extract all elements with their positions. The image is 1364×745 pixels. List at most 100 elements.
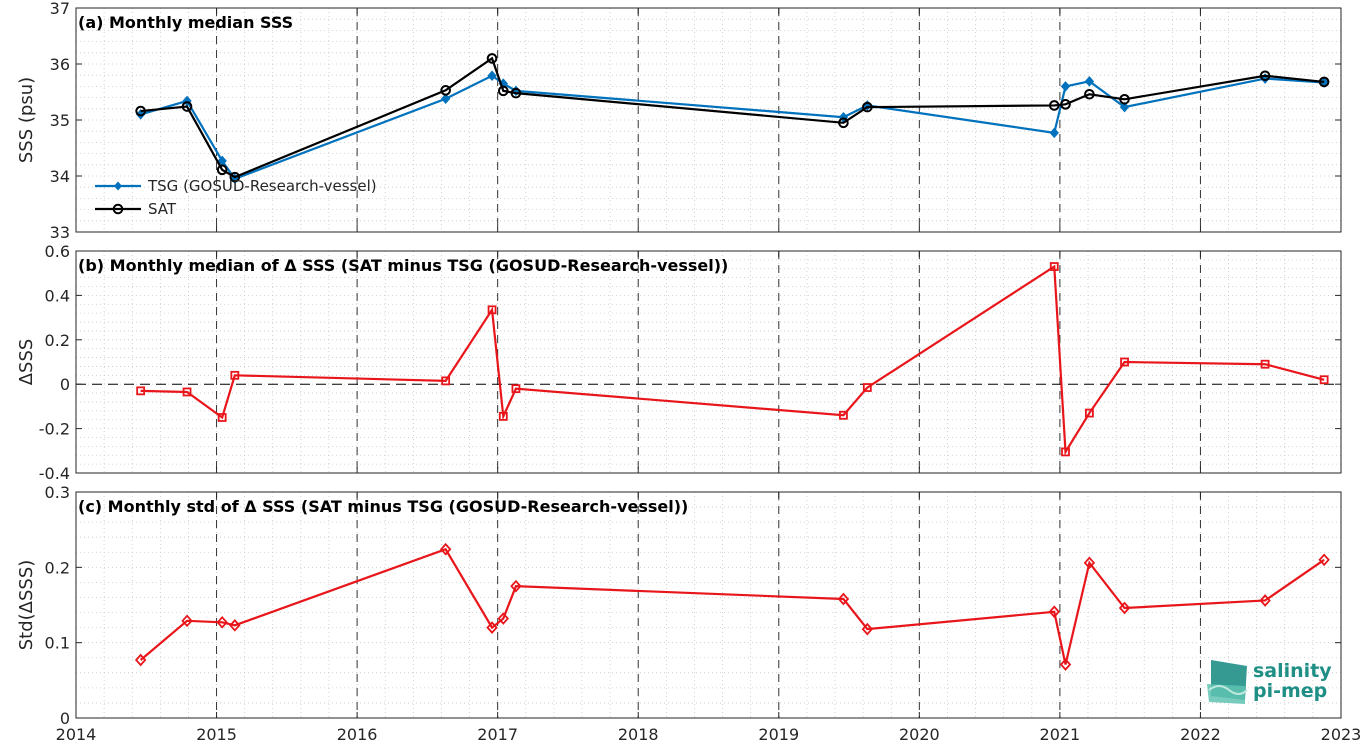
data-point [1259,70,1271,82]
data-point [230,370,240,380]
panel-title: (b) Monthly median of Δ SSS (SAT minus T… [78,256,728,275]
y-tick-label: 0 [60,375,70,394]
data-point [1084,88,1095,100]
data-point [510,579,522,593]
data-point [1049,127,1059,139]
y-axis-label: Std(ΔSSS) [16,560,37,651]
legend-label: SAT [148,200,177,218]
data-point [861,622,874,636]
data-point [439,542,452,556]
x-tick-label: 2018 [618,725,659,744]
data-point [839,410,848,420]
legend-marker [114,181,122,191]
data-point [487,305,497,315]
data-point [440,93,451,104]
data-point [229,171,241,183]
series-tsg-gosud-research-vessel- [135,70,1329,185]
y-tick-label: 33 [50,223,70,242]
data-point [134,653,147,667]
data-point [486,621,498,634]
data-point [1259,594,1271,607]
data-point [497,85,509,97]
data-point [440,85,451,96]
y-tick-label: 0.3 [45,483,70,502]
data-point [1318,553,1330,567]
logo-text-salinity: salinity [1253,660,1332,682]
data-point [1048,605,1060,619]
data-point [1083,556,1096,570]
y-axis-label: SSS (psu) [16,77,37,163]
data-point [862,383,872,392]
data-point [1120,357,1129,367]
y-tick-label: 36 [50,55,70,74]
x-tick-label: 2021 [1040,725,1081,744]
panel-c: 0 0.1 0.2 0.3 2014 2015 2016 2017 2018 2019 2020 20… [16,483,1361,744]
legend-marker [112,203,124,215]
data-point [862,101,873,113]
logo-text-pi-mep: pi-mep [1253,680,1327,702]
data-point [1059,658,1072,671]
data-point [498,411,508,421]
x-tick-label: 2022 [1180,725,1221,744]
data-point [497,612,509,625]
data-point [486,53,498,64]
data-point [1085,408,1094,418]
data-point [1061,447,1070,457]
series-line [140,56,1325,179]
x-tick-label: 2020 [899,725,940,744]
data-point [1319,375,1329,385]
series-line [139,547,1325,665]
data-point [182,387,192,397]
panel-b: -0.4 -0.2 0 0.2 0.4 0.6 ΔSSS (b) Monthly median… [16,242,1342,483]
y-tick-label: 37 [50,0,70,18]
y-tick-label: 0.4 [45,286,70,305]
data-point [216,615,228,629]
data-point [837,592,850,606]
axes-box [75,250,1342,474]
y-tick-label: -0.2 [39,420,70,439]
data-point [1048,100,1060,111]
legend-label: TSG (GOSUD-Research-vessel) [147,177,377,195]
panel-title: (a) Monthly median SSS [78,13,293,32]
series-sat [135,53,1330,183]
data-point [511,384,521,394]
series-delta-1 [136,262,1329,457]
y-tick-label: 35 [50,111,70,130]
x-tick-label: 2014 [56,725,97,744]
y-tick-label: 0 [60,709,70,728]
data-point [487,70,497,82]
data-point [1049,262,1059,271]
y-axis-label: ΔSSS [16,339,37,386]
x-tick-label: 2019 [758,725,799,744]
data-point [216,164,228,176]
data-point [1318,76,1330,88]
data-point [1060,81,1071,92]
data-point [1260,359,1270,369]
y-tick-label: 0.6 [45,242,70,261]
data-point [1060,99,1071,110]
data-point [838,117,849,129]
series-line [140,74,1325,181]
data-point [181,614,193,628]
y-tick-label: 0.2 [45,558,70,577]
data-point [441,376,451,386]
y-tick-label: -0.4 [39,464,70,483]
panel-title: (c) Monthly std of Δ SSS (SAT minus TSG … [78,497,688,516]
legend: TSG (GOSUD-Research-vessel) SAT [95,177,377,218]
y-tick-label: 34 [50,167,70,186]
x-tick-label: 2023 [1321,725,1362,744]
series-line [140,264,1325,456]
data-point [510,87,522,99]
y-tick-label: 0.1 [45,634,70,653]
data-point [181,101,193,112]
data-point [229,618,241,632]
data-point [1084,76,1095,87]
data-point [1118,601,1131,615]
data-point [136,386,146,396]
panel-a: 33 34 35 36 37 SSS (psu) (a) Monthly median SS… [16,0,1342,242]
salinity-pi-mep-logo: salinity pi-mep [1207,660,1332,704]
x-tick-label: 2017 [477,725,518,744]
x-tick-label: 2016 [337,725,378,744]
data-point [135,105,146,117]
